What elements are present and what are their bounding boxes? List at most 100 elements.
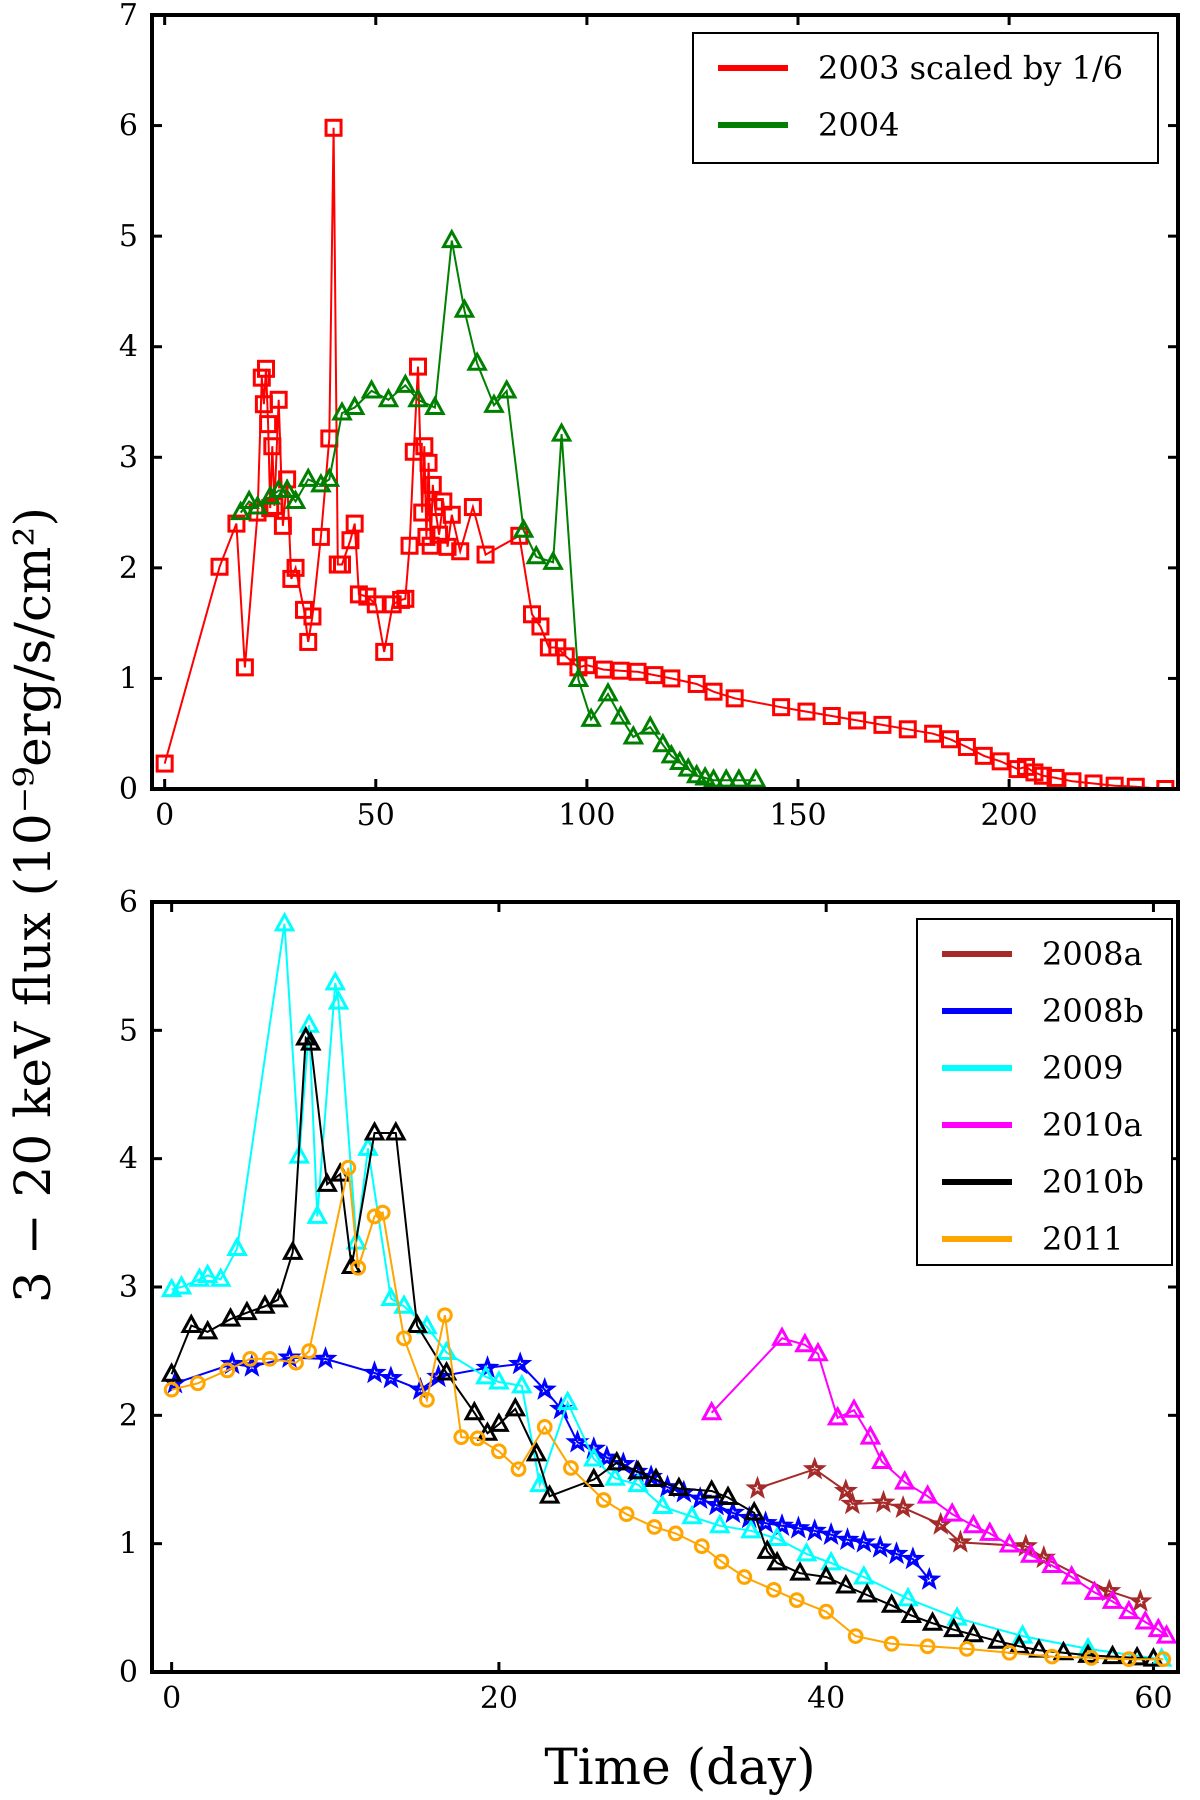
plot-frame [150, 900, 1180, 1674]
data-point [363, 1120, 386, 1141]
data-point [476, 545, 495, 564]
data-point [366, 595, 385, 614]
data-point [340, 1254, 363, 1274]
data-point [700, 1400, 723, 1421]
data-point [1046, 768, 1065, 787]
data-point [609, 705, 632, 725]
data-point [693, 1538, 710, 1555]
data-point [917, 1566, 942, 1590]
data-point [998, 1532, 1021, 1553]
data-point [871, 1489, 896, 1513]
data-point [301, 1343, 317, 1360]
data-point [510, 1461, 527, 1478]
data-point [1001, 1644, 1018, 1661]
data-point [550, 421, 573, 442]
data-point [924, 724, 943, 743]
data-point [263, 437, 282, 456]
data-point [880, 1593, 903, 1613]
data-point [170, 1274, 193, 1295]
data-point [196, 1263, 219, 1283]
data-point [298, 1013, 320, 1033]
series-2009 [160, 911, 1173, 1667]
data-point [235, 658, 254, 677]
y-tick-label: 2 [119, 551, 138, 586]
data-point [360, 378, 383, 399]
data-point [668, 750, 691, 770]
data-point [884, 1541, 909, 1565]
data-point [1060, 1564, 1083, 1585]
data-point [313, 1346, 338, 1370]
data-point [962, 1622, 985, 1643]
data-point [604, 1466, 626, 1486]
data-point [736, 1569, 753, 1585]
data-point [538, 1484, 561, 1504]
y-tick-label: 1 [119, 1527, 138, 1562]
data-point [343, 395, 366, 416]
legend-box [692, 32, 1159, 164]
data-point [288, 1354, 304, 1371]
data-point [488, 1369, 510, 1390]
data-point [667, 1525, 684, 1542]
data-point [627, 1472, 649, 1493]
data-point [974, 746, 993, 765]
data-point [594, 1444, 620, 1468]
data-point [583, 1467, 605, 1487]
data-point [916, 1484, 939, 1504]
data-point [900, 1603, 923, 1624]
data-point [542, 550, 564, 570]
data-point [324, 970, 347, 991]
data-point [495, 378, 518, 399]
data-point [772, 698, 791, 717]
data-point [219, 1362, 236, 1379]
data-point [702, 768, 725, 788]
data-point [155, 754, 174, 773]
data-point [284, 489, 307, 510]
data-point [890, 1495, 916, 1519]
data-point [396, 589, 415, 608]
data-point [404, 442, 423, 461]
data-point [957, 737, 976, 756]
data-point [859, 1425, 882, 1445]
data-point [310, 472, 332, 493]
data-point [700, 1478, 723, 1499]
data-point [415, 437, 434, 456]
data-point [802, 1518, 827, 1542]
data-point [437, 1307, 453, 1324]
data-point [1097, 1578, 1122, 1602]
data-point [820, 1550, 842, 1571]
y-tick-label: 4 [119, 330, 138, 365]
data-point [786, 1515, 811, 1539]
data-point [435, 1360, 458, 1381]
data-point [709, 1513, 731, 1534]
y-tick-label: 0 [119, 772, 138, 807]
data-point [377, 387, 400, 408]
data-point [407, 387, 429, 408]
data-point [611, 661, 630, 680]
data-point [451, 542, 470, 561]
series-2010a [700, 1326, 1178, 1644]
data-point [318, 467, 341, 487]
data-point [511, 1373, 533, 1394]
legend-label: 2010a [1042, 1106, 1143, 1144]
data-point [580, 707, 602, 727]
data-point [897, 1586, 919, 1607]
data-point [299, 1031, 322, 1051]
data-point [273, 911, 296, 932]
data-point [740, 1518, 762, 1539]
data-point [529, 1472, 551, 1493]
data-point [681, 1504, 703, 1525]
series-line [171, 923, 1162, 1661]
data-point [453, 1429, 470, 1446]
x-tick-label: 20 [480, 1681, 518, 1716]
data-point [622, 724, 645, 745]
data-point [919, 1638, 936, 1655]
data-point [662, 669, 681, 688]
data-point [717, 1485, 739, 1505]
data-point [840, 1491, 865, 1515]
data-point [483, 393, 505, 413]
data-point [771, 1326, 793, 1346]
data-point [1101, 1589, 1124, 1609]
data-point [1155, 1651, 1172, 1668]
data-point [536, 1419, 553, 1435]
